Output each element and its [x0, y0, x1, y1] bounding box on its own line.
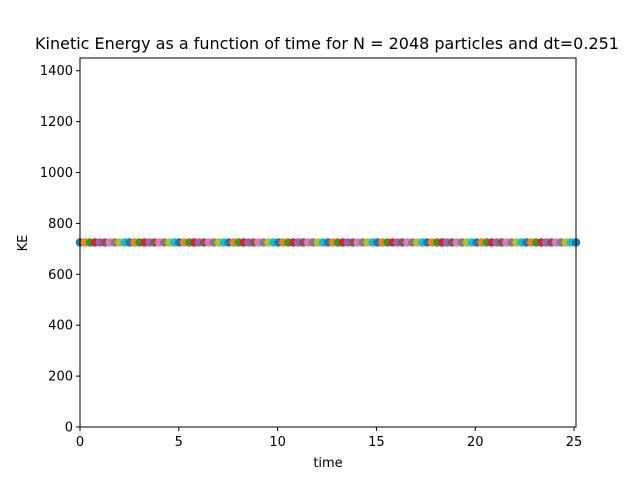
plot-frame — [79, 57, 577, 428]
chart-title: Kinetic Energy as a function of time for… — [35, 34, 619, 53]
x-tick-label: 25 — [566, 435, 583, 450]
x-tick-label: 15 — [368, 435, 385, 450]
x-axis: 0 5 10 15 20 25 — [76, 427, 582, 450]
y-tick-label: 0 — [65, 421, 73, 436]
y-axis: 0 200 400 600 800 1000 1200 1400 — [40, 64, 80, 436]
x-tick-label: 20 — [467, 435, 484, 450]
y-tick-label: 1000 — [40, 166, 73, 181]
y-tick-label: 800 — [48, 217, 73, 232]
x-tick-label: 0 — [76, 435, 84, 450]
y-tick-label: 200 — [48, 370, 73, 385]
x-tick-label: 10 — [269, 435, 286, 450]
y-tick-label: 400 — [48, 319, 73, 334]
y-tick-label: 1400 — [40, 64, 73, 79]
x-tick-label: 5 — [175, 435, 183, 450]
x-axis-label: time — [313, 456, 342, 471]
data-markers — [75, 238, 581, 247]
y-axis-label: KE — [16, 235, 31, 252]
y-tick-label: 600 — [48, 268, 73, 283]
y-tick-label: 1200 — [40, 115, 73, 130]
